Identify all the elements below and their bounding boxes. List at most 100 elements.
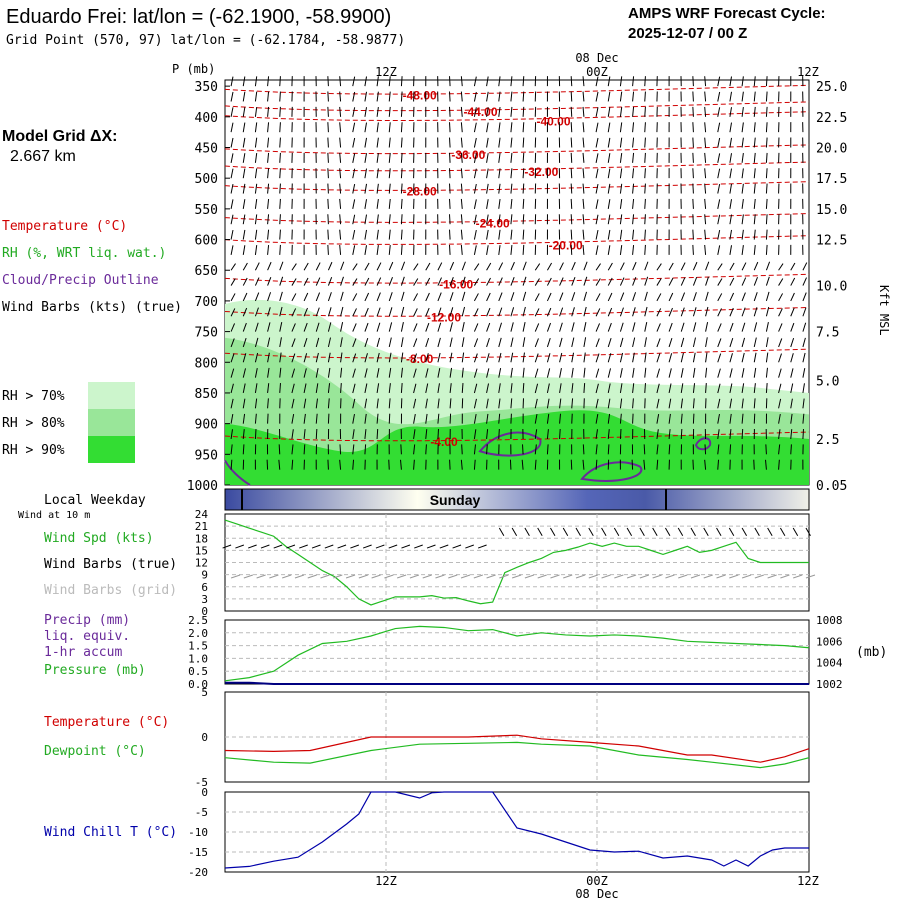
surface-barb-11 xyxy=(362,544,372,549)
wind-barb-651 xyxy=(559,277,564,286)
wind-barb-718 xyxy=(790,292,795,302)
wind-barb-806 xyxy=(692,322,697,332)
wind-barb-281 xyxy=(729,153,733,163)
wind-barb-863 xyxy=(802,337,806,348)
wind-barb-41 xyxy=(729,76,733,87)
station-title: Eduardo Frei: lat/lon = (-62.1900, -58.9… xyxy=(6,6,391,28)
wind-barb-488 xyxy=(327,229,329,240)
wind-barb-980 xyxy=(473,383,478,394)
wind-barb-676 xyxy=(279,291,283,302)
wind-barb-855 xyxy=(705,337,708,348)
wind-barb-649 xyxy=(534,278,540,286)
wind-barb-251 xyxy=(364,153,368,163)
chart-layers: -48.00 -44.00 -40.00 -36.00 -32.00 -28.00 -24.… xyxy=(187,76,847,879)
wind-barb-1106 xyxy=(254,428,257,440)
wind-barb-425 xyxy=(729,199,733,209)
wind-barb-586 xyxy=(352,263,358,271)
wind-barb-472 xyxy=(717,214,721,225)
surface-barb-23 xyxy=(524,527,530,537)
wind-barb-1048 xyxy=(717,398,721,409)
wind-barb-558 xyxy=(595,245,599,255)
wind-barb-568 xyxy=(717,245,721,255)
wind-barb-118 xyxy=(498,106,501,117)
wind-barb-370 xyxy=(644,183,646,194)
wind-barb-816 xyxy=(230,338,235,348)
wind-barb-1073 xyxy=(437,413,440,424)
surface-grid-barb-45 xyxy=(805,574,816,579)
wind-barb-938 xyxy=(546,368,551,378)
wind-barb-856 xyxy=(717,338,722,348)
wind-barb-1063 xyxy=(315,413,318,424)
wind-barb-635 xyxy=(364,277,370,286)
wind-barb-1152 xyxy=(230,444,233,455)
wind-barb-621 xyxy=(778,263,784,271)
wind-barb-34 xyxy=(644,76,646,87)
wind-barb-583 xyxy=(315,262,321,271)
wind-barb-145 xyxy=(242,122,246,133)
wind-barb-464 xyxy=(619,214,623,225)
wind-barb-790 xyxy=(498,322,502,332)
wind-barb-643 xyxy=(461,276,466,286)
wind-barb-1166 xyxy=(400,444,402,455)
wind-barb-280 xyxy=(717,153,721,163)
wind-barb-1182 xyxy=(595,444,598,455)
wind-barb-927 xyxy=(413,368,417,378)
wind-barb-868 xyxy=(279,352,282,363)
wind-barb-404 xyxy=(473,199,477,209)
wind-barb-9 xyxy=(339,76,342,87)
wind-barb-434 xyxy=(254,214,258,225)
wind-barb-989 xyxy=(583,382,586,393)
wind-barb-974 xyxy=(400,382,403,393)
wind-barb-748 xyxy=(571,307,575,317)
wind-barb-886 xyxy=(498,352,502,363)
wind-barb-231 xyxy=(704,137,707,148)
wind-barb-8 xyxy=(327,76,329,87)
wind-barb-327 xyxy=(704,168,707,179)
wind-barb-783 xyxy=(413,323,418,332)
wind-barb-316 xyxy=(570,168,573,179)
wind-barb-1136 xyxy=(619,428,622,440)
wind-barb-234 xyxy=(741,137,744,148)
wind-barb-617 xyxy=(729,262,735,271)
wind-barb-1019 xyxy=(364,398,368,409)
wind-barb-854 xyxy=(692,337,696,348)
wind-barb-417 xyxy=(632,198,635,209)
wind-barb-1030 xyxy=(498,398,501,409)
wind-barb-1031 xyxy=(510,398,513,409)
wind-barb-997 xyxy=(680,383,684,394)
wind-barb-210 xyxy=(449,137,451,148)
isotherm-1 xyxy=(224,101,810,112)
p-tick-750: 750 xyxy=(195,326,218,341)
wind-barb-1054 xyxy=(790,398,793,409)
wind-barb-1168 xyxy=(425,444,427,455)
wind-barb-620 xyxy=(765,261,771,271)
wind-barb-780 xyxy=(376,322,381,332)
wind-barb-503 xyxy=(510,229,513,240)
wind-barb-68 xyxy=(473,91,477,102)
surface-grid-barb-3 xyxy=(269,574,279,579)
wind-barb-332 xyxy=(765,168,768,179)
wind-barb-1197 xyxy=(778,444,781,455)
wind-barb-466 xyxy=(644,214,646,225)
wind-barb-857 xyxy=(729,337,734,348)
wind-barbs-true-label: Wind Barbs (true) xyxy=(44,557,177,572)
surface-grid-barb-36 xyxy=(690,574,701,579)
wind-barb-115 xyxy=(460,106,463,117)
wind-barb-900 xyxy=(668,353,673,363)
wind-barb-834 xyxy=(449,337,453,348)
wind-barb-964 xyxy=(279,382,281,393)
wind-barb-539 xyxy=(364,245,368,255)
wind-barb-772 xyxy=(279,322,283,332)
wind-barb-127 xyxy=(607,107,611,117)
wind-barb-338 xyxy=(254,183,258,194)
wind-barb-891 xyxy=(559,352,563,363)
isotherm-label-9: -12.00 xyxy=(427,310,461,324)
wind-barb-819 xyxy=(267,337,271,348)
surface-grid-barb-31 xyxy=(626,574,637,579)
wind-barb-569 xyxy=(729,245,733,255)
wind-barb-1006 xyxy=(790,383,794,394)
wind-barb-726 xyxy=(303,307,308,317)
surface-barb-27 xyxy=(575,527,581,537)
wind-barb-1110 xyxy=(303,429,306,440)
wind-barb-625 xyxy=(242,277,248,286)
